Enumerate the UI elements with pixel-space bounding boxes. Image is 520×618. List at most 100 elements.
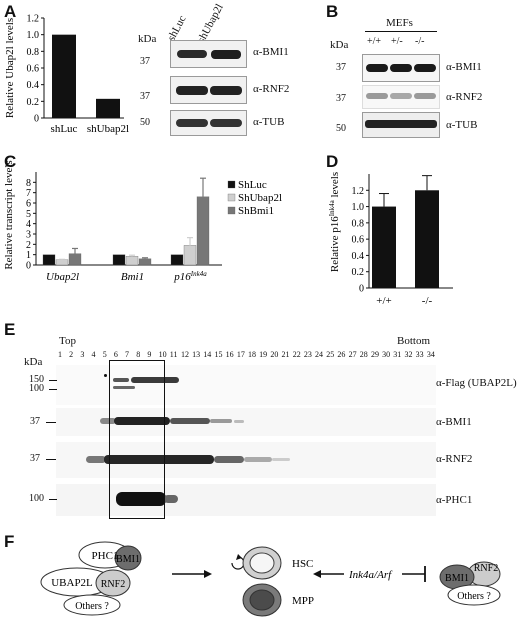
blot-e-row-bmi1	[56, 408, 436, 436]
gradient-kda-label: kDa	[24, 356, 43, 368]
complex-label-others: Others ?	[75, 601, 109, 612]
bar-c-p16ink4a	[170, 254, 184, 266]
legend-label: ShLuc	[238, 179, 267, 191]
blot-b-antibody: α-RNF2	[446, 91, 483, 103]
chart-c-ylabel: Relative transcript levels	[3, 160, 15, 269]
tick-label: 4	[26, 219, 31, 230]
fraction-number: 15	[214, 350, 223, 359]
tick-label: 0.2	[27, 97, 40, 108]
tick-label: 0.8	[27, 47, 40, 58]
tick-label: 0	[359, 284, 364, 295]
tick-label: 0.4	[27, 80, 40, 91]
tick-label: 0.6	[27, 64, 40, 75]
blot-a-marker: 50	[140, 117, 150, 128]
blot-e-row-rnf2	[56, 442, 436, 478]
fraction-number: 22	[292, 350, 301, 359]
gene-label: Ink4a/Arf	[348, 569, 393, 581]
blot-a-antibody: α-TUB	[253, 116, 285, 128]
blot-a-antibody: α-RNF2	[253, 83, 290, 95]
blot-b-row-bmi1	[362, 54, 440, 82]
fraction-number: 33	[415, 350, 424, 359]
right-others-oval	[447, 584, 501, 606]
fraction-number: 27	[348, 350, 357, 359]
bar-c-bmi1	[112, 254, 126, 266]
fraction-number: 31	[393, 350, 402, 359]
fraction-numbers: 1 2 3 4 5 6 7 8 9 10 11 12 13 14 15 16 17 18 19 20 21 22 23 24 2…	[56, 351, 436, 363]
fraction-number: 4	[91, 350, 96, 359]
fraction-number: 11	[169, 350, 178, 359]
tick-label: 1.2	[27, 14, 40, 25]
legend-swatch	[227, 206, 236, 215]
arrow-head-ink4a	[313, 570, 321, 578]
bar-c-p16ink4a	[196, 196, 210, 266]
blot-e-row-flag	[56, 365, 436, 405]
fraction-number: 16	[225, 350, 234, 359]
others-oval	[63, 594, 121, 616]
fraction-number: 8	[136, 350, 141, 359]
blot-e-antibody: α-Flag (UBAP2L)	[436, 377, 517, 389]
blot-b-group-line	[365, 31, 437, 32]
bar-c-ubap2l	[68, 253, 82, 266]
tick-label: 6	[26, 199, 31, 210]
blot-a-marker: 37	[140, 56, 150, 67]
fraction-number: 17	[236, 350, 245, 359]
blot-a-antibody: α-BMI1	[253, 46, 289, 58]
right-label-bmi1: BMI1	[445, 573, 469, 584]
tick-label: 2	[26, 240, 31, 251]
fraction-number: 32	[404, 350, 413, 359]
x-label: -/-	[422, 295, 433, 307]
blot-b-row-tub	[362, 112, 440, 138]
complex-label-ubap2l: UBAP2L	[51, 577, 93, 589]
hsc-label: HSC	[292, 558, 313, 570]
tick-label: 0.4	[352, 251, 365, 262]
complex-label-bmi1: BMI1	[116, 554, 140, 565]
tick-label: 5	[26, 209, 31, 220]
blot-e-antibody: α-PHC1	[436, 494, 473, 506]
gradient-top-label: Top	[59, 335, 76, 347]
fraction-number: 6	[113, 350, 118, 359]
legend-label: ShBmi1	[238, 205, 274, 217]
blot-b-lane-label: -/-	[415, 36, 425, 47]
x-label: +/+	[376, 295, 391, 307]
tick-label: 0.6	[352, 235, 365, 246]
tick-label: 7	[26, 188, 31, 199]
tick-label: 1.0	[352, 202, 365, 213]
right-label-others: Others ?	[457, 591, 491, 602]
panel-label-f: F	[4, 532, 15, 551]
blot-b-marker: 50	[336, 123, 346, 134]
gradient-bottom-label: Bottom	[397, 335, 431, 347]
blot-b-marker: 37	[336, 62, 346, 73]
blot-e-marker: 150	[29, 374, 44, 385]
blot-a-row-tub	[170, 110, 247, 136]
panel-label-d: D	[326, 152, 339, 171]
tick-label: 1.2	[352, 186, 365, 197]
blot-a-lane-label: shUbap2l	[195, 2, 226, 45]
bar-c-bmi1	[125, 256, 139, 266]
blot-e-marker: 37	[30, 453, 40, 464]
blot-b-antibody: α-TUB	[446, 119, 478, 131]
blot-b-kda-label: kDa	[330, 39, 349, 51]
panel-label-b: B	[326, 2, 339, 21]
rnf2-oval	[95, 569, 131, 597]
arrow-head-hsc	[204, 570, 212, 578]
fraction-number: 7	[125, 350, 130, 359]
blot-e-antibody: α-RNF2	[436, 453, 473, 465]
fraction-number: 12	[180, 350, 189, 359]
chart-a-ylabel: Relative Ubap2l levels	[4, 18, 16, 118]
blot-a-row-bmi1	[170, 40, 247, 68]
fraction-number: 34	[426, 350, 435, 359]
blot-e-marker: 37	[30, 416, 40, 427]
chart-d: Relative p16Ink4a levels 0 0.2 0.4 0.6 0.8 1.…	[328, 172, 453, 307]
bar-a-shubap2l	[96, 98, 120, 118]
mpp-label: MPP	[292, 595, 314, 607]
x-label: shLuc	[51, 123, 78, 135]
chart-a-axes: 0 0.2 0.4 0.6 0.8 1.0 1.2	[27, 14, 124, 125]
bmi1-oval	[114, 545, 142, 571]
x-label: shUbap2l	[87, 123, 129, 135]
fraction-number: 29	[370, 350, 379, 359]
blot-b-antibody: α-BMI1	[446, 61, 482, 73]
fraction-number: 5	[102, 350, 107, 359]
legend-label: ShUbap2l	[238, 192, 282, 204]
fraction-number: 14	[203, 350, 212, 359]
